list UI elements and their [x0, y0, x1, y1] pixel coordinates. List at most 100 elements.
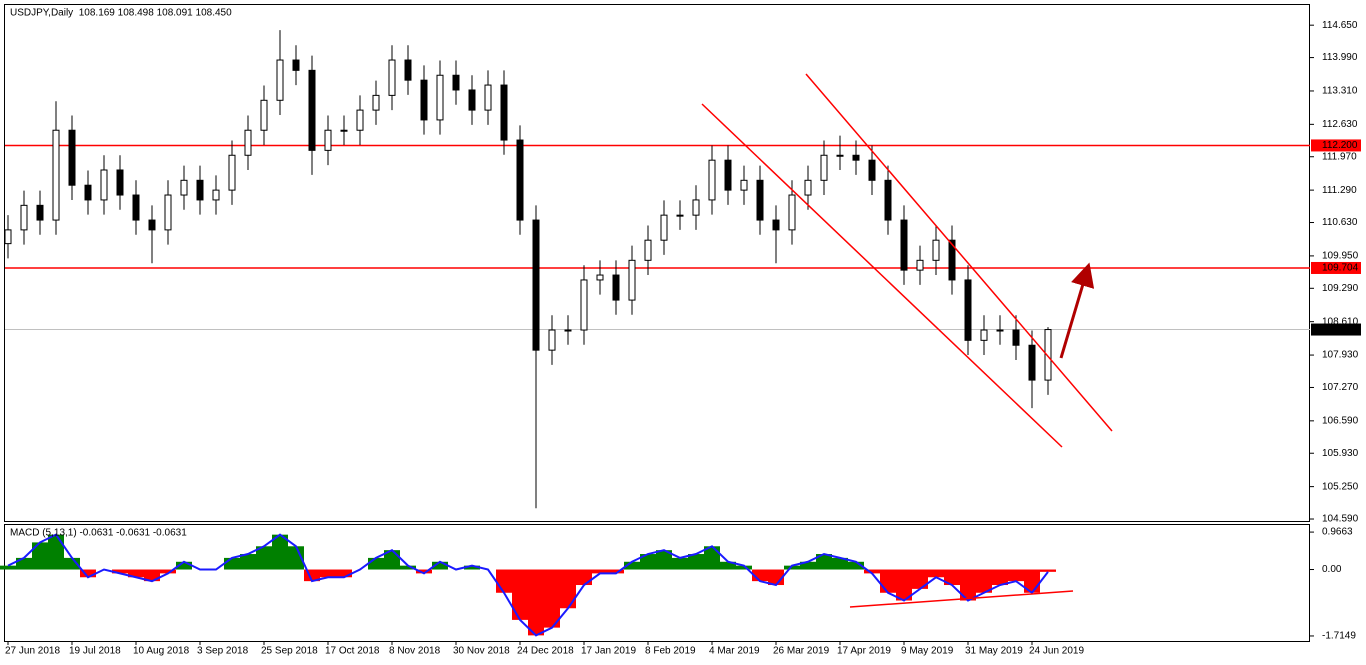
- y-tick-label: 108.610: [1322, 316, 1359, 327]
- macd-bar: [560, 569, 576, 609]
- level-label-box: [1311, 139, 1361, 152]
- macd-bar: [848, 561, 864, 570]
- candle-body: [116, 169, 124, 196]
- candle-body: [532, 219, 540, 351]
- macd-bar: [912, 569, 928, 589]
- macd-bar: [240, 554, 256, 570]
- y-tick-label: 114.650: [1322, 20, 1358, 31]
- y-tick-label: 111.290: [1322, 185, 1357, 196]
- macd-bar: [688, 554, 704, 570]
- candle-body: [260, 99, 268, 131]
- macd-line: [7, 533, 1049, 637]
- macd-title: MACD (5,13,1) -0.0631 -0.0631 -0.0631: [10, 528, 187, 539]
- x-tick-label: 27 Jun 2018: [5, 646, 60, 657]
- candle-body: [756, 179, 764, 221]
- macd-bar: [176, 561, 192, 570]
- x-tick-label: 26 Mar 2019: [773, 646, 830, 657]
- candle-body: [228, 154, 236, 191]
- candle-body: [1028, 344, 1036, 381]
- candle-body: [564, 329, 572, 332]
- candle-body: [612, 274, 620, 301]
- macd-bar: [464, 565, 480, 570]
- macd-bar: [784, 565, 800, 570]
- x-tick-label: 30 Nov 2018: [453, 646, 510, 657]
- x-tick-label: 17 Jan 2019: [581, 646, 636, 657]
- y-tick-label: 0.00: [1322, 564, 1342, 575]
- level-label: 109.704: [1322, 263, 1359, 274]
- macd-bar: [368, 557, 384, 570]
- candle-body: [420, 79, 428, 121]
- price-panel: [4, 4, 1310, 522]
- candle-body: [868, 159, 876, 181]
- macd-bar: [320, 569, 336, 578]
- candle-body: [708, 159, 716, 201]
- macd-bar: [816, 554, 832, 570]
- x-tick-label: 31 May 2019: [965, 646, 1023, 657]
- x-tick-label: 8 Feb 2019: [645, 646, 696, 657]
- candle-body: [20, 204, 28, 231]
- macd-bar: [592, 569, 608, 574]
- candle-body: [452, 74, 460, 91]
- candle-body: [84, 184, 92, 201]
- macd-bar: [976, 569, 992, 593]
- macd-bar: [992, 569, 1008, 586]
- candle-body: [692, 199, 700, 216]
- macd-panel: [4, 524, 1310, 642]
- candle-body: [436, 74, 444, 121]
- candle-body: [900, 219, 908, 271]
- candle-body: [356, 109, 364, 131]
- candle-body: [196, 179, 204, 201]
- candle-body: [852, 154, 860, 161]
- macd-bar: [336, 569, 352, 578]
- macd-bar: [928, 569, 944, 578]
- macd-bar: [624, 561, 640, 570]
- x-tick-label: 10 Aug 2018: [133, 646, 190, 657]
- macd-bar: [304, 569, 320, 582]
- macd-bar: [48, 534, 64, 570]
- macd-bar: [512, 569, 528, 620]
- candle-body: [1044, 329, 1052, 381]
- macd-bar: [32, 542, 48, 570]
- chart-title: USDJPY,Daily 108.169 108.498 108.091 108…: [10, 8, 232, 19]
- candle-body: [1012, 329, 1020, 346]
- macd-bar: [496, 569, 512, 593]
- candle-body: [836, 154, 844, 157]
- candle-body: [180, 179, 188, 196]
- candle-body: [644, 239, 652, 261]
- candle-body: [100, 169, 108, 201]
- macd-bar: [640, 554, 656, 570]
- macd-bar: [432, 561, 448, 570]
- macd-bar: [144, 569, 160, 582]
- y-tick-label: 106.590: [1322, 415, 1359, 426]
- macd-bar: [944, 569, 960, 586]
- macd-bar: [880, 569, 896, 593]
- candle-body: [740, 179, 748, 191]
- candle-body: [36, 204, 44, 221]
- x-tick-label: 17 Apr 2019: [837, 646, 891, 657]
- candle-body: [660, 214, 668, 241]
- macd-bar: [608, 569, 624, 574]
- candle-body: [324, 129, 332, 151]
- level-label-box: [1311, 261, 1361, 274]
- level-label: 112.200: [1322, 140, 1358, 151]
- x-tick-label: 8 Nov 2018: [389, 646, 441, 657]
- macd-bar: [800, 561, 816, 570]
- candle-body: [372, 94, 380, 111]
- candle-body: [308, 69, 316, 151]
- x-tick-label: 3 Sep 2018: [197, 646, 249, 657]
- candle-body: [276, 59, 284, 101]
- candle-body: [820, 154, 828, 181]
- macd-bar: [864, 569, 880, 574]
- macd-bar: [528, 569, 544, 636]
- candle-body: [516, 139, 524, 221]
- macd-bar: [64, 557, 80, 570]
- macd-bar: [288, 546, 304, 570]
- candle-body: [244, 129, 252, 156]
- candle-body: [388, 59, 396, 96]
- macd-bar: [16, 557, 32, 570]
- y-tick-label: 105.250: [1322, 481, 1359, 492]
- candle-body: [132, 194, 140, 221]
- macd-bar: [0, 565, 16, 570]
- candle-body: [484, 84, 492, 111]
